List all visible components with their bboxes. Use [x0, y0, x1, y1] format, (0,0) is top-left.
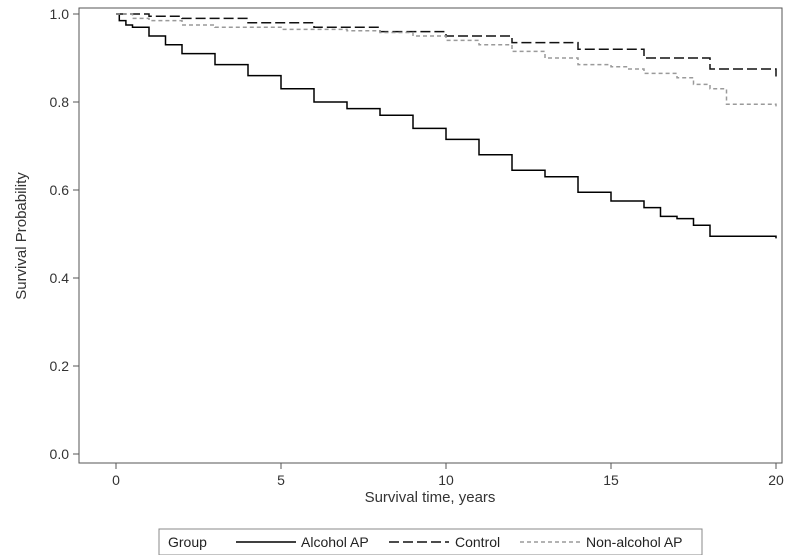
- series-line-control: [116, 13, 777, 77]
- x-tick-label: 15: [603, 472, 619, 488]
- legend-label-control: Control: [455, 534, 500, 550]
- legend-label-alcohol-ap: Alcohol AP: [301, 534, 369, 550]
- y-axis-title: Survival Probability: [13, 172, 30, 300]
- series-layer: [116, 13, 777, 239]
- legend-title: Group: [168, 534, 207, 550]
- legend-label-non-alcohol-ap: Non-alcohol AP: [586, 534, 683, 550]
- y-tick-label: 0.8: [50, 94, 70, 110]
- x-axis: 0 5 10 15 20: [112, 463, 784, 488]
- y-tick-label: 0.0: [50, 446, 70, 462]
- x-tick-label: 5: [277, 472, 285, 488]
- series-line-alcohol-ap: [116, 13, 777, 239]
- y-tick-label: 1.0: [50, 6, 70, 22]
- y-tick-label: 0.4: [50, 270, 70, 286]
- y-tick-label: 0.2: [50, 358, 70, 374]
- x-tick-label: 0: [112, 472, 120, 488]
- y-axis: 0.0 0.2 0.4 0.6 0.8 1.0: [50, 6, 79, 462]
- x-axis-title: Survival time, years: [365, 489, 496, 506]
- legend: Group Alcohol AP Control Non-alcohol AP: [158, 528, 703, 555]
- x-tick-label: 20: [768, 472, 784, 488]
- x-tick-label: 10: [438, 472, 454, 488]
- y-tick-label: 0.6: [50, 182, 70, 198]
- plot-area: [78, 7, 783, 464]
